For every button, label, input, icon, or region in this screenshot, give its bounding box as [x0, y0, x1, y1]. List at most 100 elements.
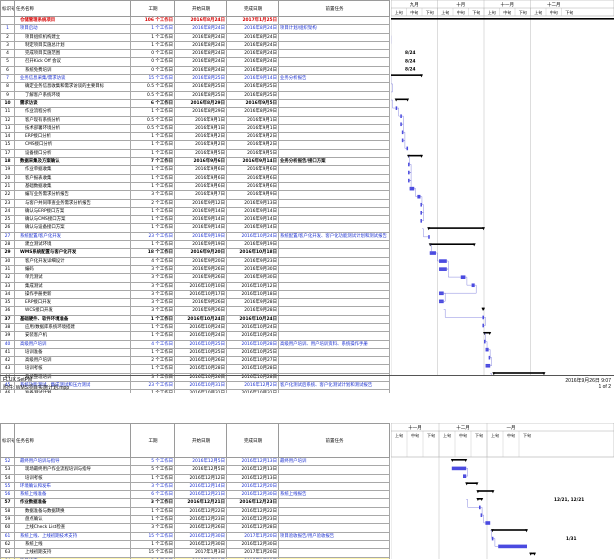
- table-row[interactable]: 57 作业数据准备 3 个工作日 2016年12月21日 2016年12月23日: [0, 498, 390, 508]
- col-predecessors-header[interactable]: 前置任务: [278, 423, 390, 458]
- table-row[interactable]: 31 编码 3 个工作日 2016年9月26日 2016年9月30日: [0, 264, 390, 275]
- table-row[interactable]: 56 系统上线准备 6 个工作日 2016年12月21日 2016年12月30日 系统上线…: [0, 490, 390, 500]
- table-row[interactable]: 18 数据采集及方案确认 7 个工作日 2016年9月6日 2016年9月14日 业务分析…: [0, 157, 390, 167]
- task-duration: 3 个工作日: [130, 306, 175, 316]
- table-row[interactable]: 59 盘点确认 1 个工作日 2016年12月23日 2016年12月23日: [0, 515, 390, 525]
- task-finish: 2016年9月28日: [226, 298, 279, 308]
- task-bar: [406, 146, 409, 151]
- table-row[interactable]: 55 环境确认和发布 3 个工作日 2016年12月14日 2016年12月20日: [0, 481, 390, 492]
- table-row[interactable]: 4 完成项目实施范围 0 个工作日 2016年8月24日 2016年8月24日: [0, 49, 390, 59]
- print-datetime: 2016年9月26日 9:07: [565, 377, 611, 384]
- table-row[interactable]: 1 项目启动 1 个工作日 2016年8月24日 2016年8月24日 项目计划/组织架构: [0, 24, 390, 34]
- table-row[interactable]: 42 高级用户培训 2 个工作日 2016年10月26日 2016年10月27日: [0, 356, 390, 366]
- table-row[interactable]: 52 最终用户培训与指导 5 个工作日 2016年12月5日 2016年12月13日 最终…: [0, 456, 390, 467]
- task-finish: 2016年12月30日: [226, 490, 279, 500]
- table-row[interactable]: 35 ERP接口开发 3 个工作日 2016年9月26日 2016年9月28日: [0, 298, 390, 308]
- dependency-link: [439, 284, 477, 294]
- table-row[interactable]: 26 确认与设备接口方案 1 个工作日 2016年9月14日 2016年9月14日: [0, 223, 390, 233]
- table-row[interactable]: 40 高级用户培训 4 个工作日 2016年10月25日 2016年10月28日 高级用户…: [0, 339, 390, 349]
- task-finish: 2016年9月6日: [226, 165, 279, 175]
- task-name: 客户化开发详细设计: [14, 256, 131, 266]
- table-row[interactable]: 36 WCS接口开发 3 个工作日 2016年9月26日 2016年9月28日: [0, 306, 390, 316]
- table-row[interactable]: 3 制定项目实施总计划 1 个工作日 2016年8月24日 2016年8月24日: [0, 40, 390, 51]
- col-start-header[interactable]: 开始日期: [174, 0, 227, 17]
- table-row[interactable]: 60 上线Check List检查 3 个工作日 2016年12月26日 2016年12…: [0, 523, 390, 533]
- table-row[interactable]: 63 上线初期支持 15 个工作日 2017年1月3日 2017年1月20日: [0, 548, 390, 558]
- task-name: 业务信息采集/需求访谈: [14, 74, 131, 84]
- table-row[interactable]: 24 确认与ERP接口方案 1 个工作日 2016年9月14日 2016年9月14日: [0, 206, 390, 217]
- table-row[interactable]: 14 ERP接口分析 1 个工作日 2016年9月2日 2016年9月2日: [0, 132, 390, 142]
- table-row[interactable]: 7 业务信息采集/需求访谈 15 个工作日 2016年8月25日 2016年9月14日业…: [0, 74, 390, 84]
- task-finish: 2016年9月14日: [226, 157, 279, 167]
- table-row[interactable]: 62 系统上线 1 个工作日 2016年12月30日 2016年12月30日: [0, 539, 390, 550]
- table-row[interactable]: 12 客户现有系统分析 0.5 个工作日 2016年9月1日 2016年9月1日: [0, 115, 390, 125]
- table-row[interactable]: 34 操作手册更新 3 个工作日 2016年10月17日 2016年10月18日: [0, 289, 390, 300]
- table-row[interactable]: 21 基础数据收集 1 个工作日 2016年9月6日 2016年9月6日: [0, 181, 390, 192]
- col-name-header[interactable]: 任务名称: [14, 423, 131, 458]
- task-start: 2016年9月2日: [174, 140, 227, 150]
- table-row[interactable]: 13 技术部署环境分析 0.5 个工作日 2016年9月1日 2016年9月1日: [0, 123, 390, 134]
- table-row[interactable]: 39 安装客户机 1 个工作日 2016年10月24日 2016年10月24日: [0, 331, 390, 341]
- task-id: 38: [0, 322, 15, 333]
- table-row[interactable]: 25 确认与CMS接口方案 1 个工作日 2016年9月14日 2016年9月14日: [0, 215, 390, 225]
- table-row[interactable]: 37 基础硬件、软件环境准备 1 个工作日 2016年10月24日 2016年10月24…: [0, 314, 390, 325]
- table-row[interactable]: 19 作业单据收集 1 个工作日 2016年9月6日 2016年9月6日: [0, 165, 390, 175]
- table-row[interactable]: 28 建立测试环境 1 个工作日 2016年9月19日 2016年9月19日: [0, 239, 390, 250]
- task-finish: 2017年1月20日: [226, 548, 279, 558]
- task-name: 确认与ERP接口方案: [14, 206, 131, 217]
- task-finish: 2016年8月25日: [226, 82, 279, 92]
- table-row[interactable]: 2 项目组织机构建立 1 个工作日 2016年8月24日 2016年8月24日: [0, 32, 390, 42]
- col-duration-header[interactable]: 工期: [130, 423, 175, 458]
- table-row[interactable]: 61 系统上线、上线初期技术支持 15 个工作日 2016年12月30日 2017年1月…: [0, 531, 390, 541]
- col-name-header[interactable]: 任务名称: [14, 0, 131, 17]
- table-row[interactable]: 45 系统功能测试、集成测试和压力测试 23 个工作日 2016年10月31日 2016…: [0, 381, 390, 391]
- table-row[interactable]: 29 WMS系统配置与客户化开发 18 个工作日 2016年9月20日 2016年10月…: [0, 248, 390, 258]
- dependency-link: [414, 188, 418, 197]
- task-start: 2016年9月1日: [174, 115, 227, 125]
- table-row[interactable]: 8 确定业务信息收集和需求访谈的主要目标 0.5 个工作日 2016年8月25日 201…: [0, 82, 390, 92]
- table-row[interactable]: 6 系统免费培训 0 个工作日 2016年8月24日 2016年8月24日: [0, 65, 390, 76]
- task-bar: [482, 315, 484, 320]
- milestone-date-label: 8/24: [405, 58, 416, 64]
- task-name: 培训考核: [14, 473, 131, 483]
- table-row[interactable]: 43 培训考核 1 个工作日 2016年10月28日 2016年10月28日: [0, 364, 390, 374]
- table-row[interactable]: 54 培训考核 1 个工作日 2016年12月12日 2016年12月13日: [0, 473, 390, 483]
- task-predecessors: 高级用户培训、用户培训资料、系统操作手册: [278, 339, 390, 349]
- table-row[interactable]: 17 设备接口分析 1 个工作日 2016年9月5日 2016年9月5日: [0, 148, 390, 159]
- table-row[interactable]: 53 现场最终用户作业流程培训与指导 5 个工作日 2016年12月5日 2016年12…: [0, 465, 390, 475]
- table-row[interactable]: 5 召开Kick Off 会议 0 个工作日 2016年8月24日 2016年8月24日: [0, 57, 390, 67]
- table-row[interactable]: 27 系统配置/客户化开发 23 个工作日 2016年9月19日 2016年10月24日…: [0, 231, 390, 242]
- col-predecessors-header[interactable]: 前置任务: [278, 0, 390, 17]
- task-finish: 2016年8月29日: [226, 107, 279, 117]
- table-row[interactable]: 44 系统整理培训 3 个工作日 2016年10月26日 2016年10月28日: [0, 372, 390, 383]
- task-predecessors: [278, 556, 390, 559]
- table-row[interactable]: 23 与客户共同审查业务需求分析报告 2 个工作日 2016年9月12日 2016年9月…: [0, 198, 390, 208]
- summary-bar-cap-left: [476, 498, 480, 501]
- table-row[interactable]: 30 客户化开发详细设计 4 个工作日 2016年9月20日 2016年9月23日: [0, 256, 390, 266]
- task-id: 55: [0, 481, 15, 492]
- table-row[interactable]: 20 客户报表收集 1 个工作日 2016年9月6日 2016年9月6日: [0, 173, 390, 183]
- col-id-header[interactable]: 标识号: [0, 0, 15, 17]
- table-row[interactable]: 15 CMS接口分析 1 个工作日 2016年9月2日 2016年9月2日: [0, 140, 390, 150]
- table-row[interactable]: 58 数据准备与数据转换 1 个工作日 2016年12月22日 2016年12月22日: [0, 506, 390, 517]
- summary-bar-cap-right: [464, 459, 468, 462]
- col-finish-header[interactable]: 完成日期: [226, 423, 279, 458]
- table-row[interactable]: 32 单元测试 3 个工作日 2016年9月26日 2016年9月30日: [0, 273, 390, 283]
- table-row[interactable]: 9 了解客户系统环境 0.5 个工作日 2016年8月25日 2016年8月25日: [0, 90, 390, 100]
- table-row[interactable]: 64项目结束3 个工作日2017年1月23日2017年1月25日: [0, 556, 390, 559]
- col-finish-header[interactable]: 完成日期: [226, 0, 279, 17]
- col-duration-header[interactable]: 工期: [130, 0, 175, 17]
- task-start: 2016年9月14日: [174, 215, 227, 225]
- table-row[interactable]: 22 编写业务需求分析报告 3 个工作日 2016年9月7日 2016年9月9日: [0, 190, 390, 200]
- task-id: 1: [0, 24, 15, 34]
- table-row[interactable]: 10 需求访谈 6 个工作日 2016年8月29日 2016年9月5日: [0, 98, 390, 109]
- col-id-header[interactable]: 标识号: [0, 423, 15, 458]
- table-row[interactable]: 11 作业流程分析 1 个工作日 2016年8月29日 2016年8月29日: [0, 107, 390, 117]
- col-start-header[interactable]: 开始日期: [174, 423, 227, 458]
- task-name: 数据采集及方案确认: [14, 157, 131, 167]
- table-row[interactable]: 33 集成测试 3 个工作日 2016年10月10日 2016年10月12日: [0, 281, 390, 291]
- table-row[interactable]: 38 应用/数据库系统环境搭建 1 个工作日 2016年10月24日 2016年10月2…: [0, 322, 390, 333]
- task-id: 32: [0, 273, 15, 283]
- table-row[interactable]: 仓储管理系统项目 106 个工作日 2016年8月24日 2017年1月25日: [0, 15, 390, 26]
- table-row[interactable]: 41 培训准备 1 个工作日 2016年10月25日 2016年10月25日: [0, 347, 390, 358]
